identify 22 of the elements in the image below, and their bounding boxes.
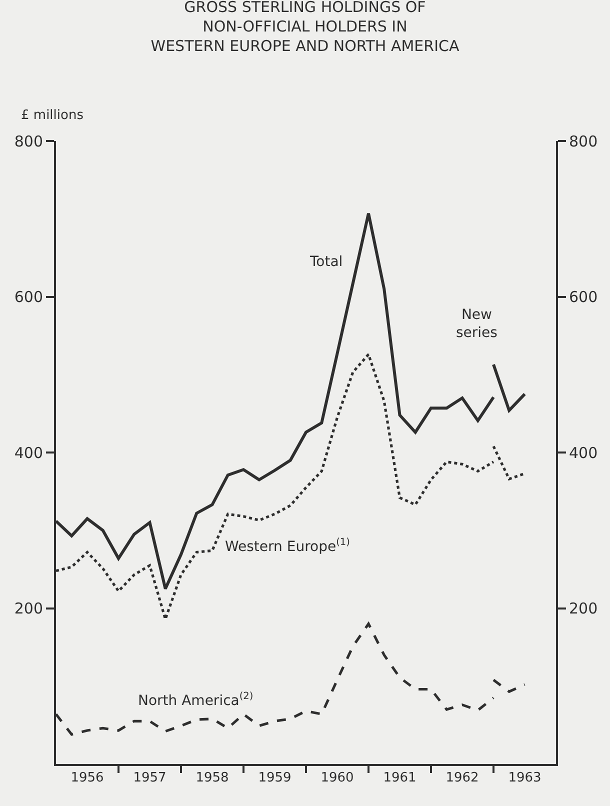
y-tick-label: 600 [14,288,43,306]
x-tick-label: 1957 [133,770,166,786]
y-tick-label: 800 [14,132,43,150]
x-tick-label: 1956 [70,770,104,786]
x-tick-label: 1958 [196,770,229,786]
chart-title: GROSS STERLING HOLDINGS OF NON-OFFICIAL HOLDERS IN WESTERN EUROPE AND NORTH AMERICA [150,0,460,56]
y2-tick-label: 400 [569,444,598,462]
y2-tick-label: 600 [569,288,598,306]
x-tick-label: 1960 [320,770,354,786]
x-tick-label: 1963 [508,770,542,786]
annotation: New series [456,307,498,342]
y-axis-title: £ millions [21,108,84,123]
y-tick-label: 400 [14,444,43,462]
series-label: North America$^{(2)}$ [138,691,254,709]
x-tick-label: 1959 [258,770,292,786]
x-tick-label: 1961 [383,770,416,786]
series-label: Total [309,254,343,270]
x-tick-label: 1962 [446,770,479,786]
series-label: Western Europe$^{(1)}$ [225,537,350,555]
y2-tick-label: 200 [569,600,598,618]
y-tick-label: 200 [14,600,43,618]
y2-tick-label: 800 [569,132,598,150]
